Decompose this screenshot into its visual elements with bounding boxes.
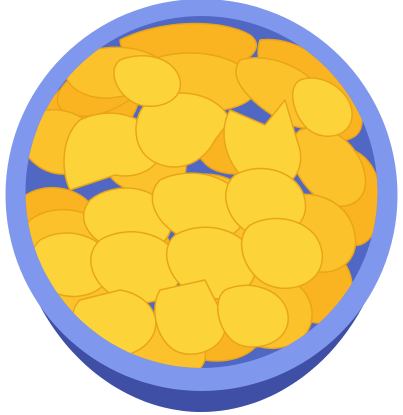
chip — [135, 92, 231, 168]
chips-group — [25, 22, 378, 368]
chip — [240, 217, 323, 290]
chip — [113, 55, 182, 107]
chip — [291, 77, 353, 137]
chip — [217, 284, 289, 348]
chip — [151, 172, 247, 243]
